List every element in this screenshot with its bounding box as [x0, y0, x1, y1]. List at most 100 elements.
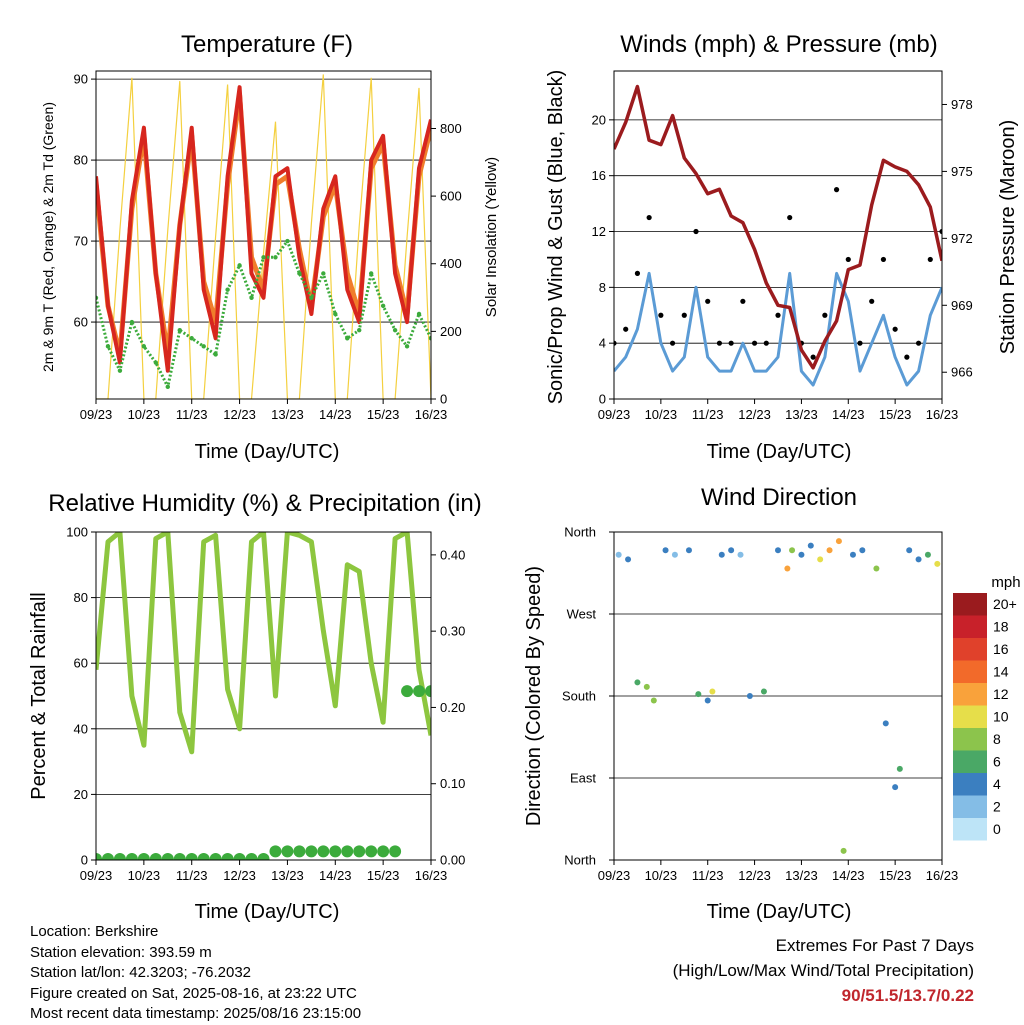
direction-point [634, 679, 641, 686]
humidity-ytick-label: 100 [66, 525, 88, 540]
humidity-xlabel: Time (Day/UTC) [195, 901, 340, 923]
wind-gust-point [716, 340, 723, 346]
temperature-ytick2-label: 0 [440, 392, 447, 407]
temperature-ytick2-label: 200 [440, 324, 462, 339]
speed-legend-label: 0 [993, 821, 1001, 837]
humidity-ytick-label: 80 [74, 590, 88, 605]
speed-legend-swatch [953, 750, 987, 773]
winds-series [614, 84, 942, 387]
humidity-ytick-label: 20 [74, 787, 88, 802]
winds-yticks-left: 0 4 8 12 16 20 [592, 112, 614, 407]
direction-point [709, 688, 716, 695]
dewpoint-2m-line [96, 239, 431, 389]
extremes-subheading: (High/Low/Max Wind/Total Precipitation) [672, 961, 974, 980]
winds-xticks: 09/23 10/23 11/23 12/23 13/23 14/23 15/23 16/23 [598, 399, 959, 422]
direction-ytick-label: North [564, 853, 596, 868]
rainfall-point [149, 853, 162, 860]
winds-ytick-label: 0 [599, 392, 606, 407]
rainfall-point [113, 853, 126, 860]
direction-point [915, 556, 922, 563]
direction-point [840, 847, 847, 854]
wind-gust-point [880, 256, 887, 263]
winds-xtick-label: 16/23 [926, 407, 959, 422]
dewpoint-point [177, 327, 182, 333]
temperature-series [96, 74, 431, 399]
temperature-xtick-label: 09/23 [80, 407, 113, 422]
speed-legend-swatch [953, 773, 987, 796]
rainfall-point [293, 845, 306, 858]
recent-timestamp: Most recent data timestamp: 2025/08/16 2… [30, 1005, 362, 1022]
temperature-ylabel-left: 2m & 9m T (Red, Orange) & 2m Td (Green) [40, 102, 56, 372]
direction-point [835, 538, 842, 545]
winds-xlabel: Time (Day/UTC) [707, 441, 852, 463]
wind-gust-point [810, 354, 816, 360]
direction-point [643, 683, 650, 690]
direction-point [906, 547, 913, 554]
winds-ytick2-label: 975 [951, 164, 973, 179]
temperature-ytick2-label: 400 [440, 256, 462, 271]
speed-legend-swatch [953, 795, 987, 818]
rainfall-point [209, 853, 222, 860]
dewpoint-point [105, 344, 111, 349]
direction-point [859, 547, 866, 554]
wind-gust-point [669, 340, 676, 346]
temperature-xtick-label: 11/23 [176, 407, 208, 422]
direction-xtick-label: 12/23 [738, 868, 771, 883]
direction-point [615, 551, 622, 558]
wind-gust-point [927, 256, 933, 263]
winds-xtick-label: 10/23 [645, 407, 678, 422]
rainfall-point [197, 853, 210, 860]
winds-ytick2-label: 969 [951, 298, 973, 313]
speed-legend-swatch [953, 593, 987, 616]
dewpoint-point [261, 255, 266, 260]
direction-title: Wind Direction [701, 484, 857, 511]
speed-legend-label: 8 [993, 731, 1001, 747]
dewpoint-point [225, 287, 230, 292]
dewpoint-point [321, 271, 326, 276]
wind-gust-point [658, 312, 664, 318]
speed-legend-label: 12 [993, 686, 1009, 702]
wind-gust-point [857, 340, 863, 346]
direction-point [849, 551, 856, 558]
direction-point [817, 556, 824, 563]
direction-panel: Wind Direction North East South West North 0… [523, 484, 1021, 923]
humidity-xtick-label: 16/23 [415, 868, 448, 883]
wind-gust-point [787, 214, 793, 221]
temperature-ytick2-label: 600 [440, 189, 462, 204]
temperature-plot-frame [95, 70, 432, 400]
dewpoint-point [129, 319, 135, 325]
direction-series-clip [615, 538, 941, 854]
humidity-xtick-label: 14/23 [319, 868, 352, 883]
rainfall-point [125, 853, 138, 860]
direction-point [807, 542, 814, 549]
dewpoint-point [201, 344, 206, 349]
dewpoint-point [96, 295, 99, 300]
rainfall-point [425, 685, 431, 698]
wind-gust-point [775, 312, 781, 318]
temperature-xlabel: Time (Day/UTC) [195, 441, 340, 463]
humidity-yticks-left: 0 20 40 60 80 100 [66, 525, 96, 868]
humidity-ylabel-left: Percent & Total Rainfall [28, 592, 50, 800]
temperature-yticks-left: 60 70 80 90 [74, 72, 96, 330]
direction-yticks-left: North East South West North [562, 525, 614, 868]
humidity-series-clip [96, 532, 431, 860]
direction-xtick-label: 13/23 [785, 868, 818, 883]
extremes-heading: Extremes For Past 7 Days [775, 936, 974, 955]
direction-point [798, 551, 805, 558]
winds-ytick2-label: 966 [951, 365, 973, 380]
temperature-2m-line [96, 85, 431, 373]
direction-gridlines [614, 613, 942, 779]
humidity-ytick2-label: 0.20 [440, 700, 465, 715]
station-pressure-line [614, 84, 942, 370]
speed-legend-swatch [953, 818, 987, 841]
humidity-series [96, 532, 431, 860]
speed-legend-label: 6 [993, 754, 1001, 770]
winds-ytick2-label: 978 [951, 97, 973, 112]
winds-yticks-right: 966 969 972 975 978 [942, 97, 973, 380]
humidity-yticks-right: 0.00 0.10 0.20 0.30 0.40 [431, 547, 465, 868]
direction-point [873, 565, 880, 572]
dewpoint-point [249, 295, 254, 300]
dewpoint-point [213, 352, 218, 357]
dewpoint-point [428, 336, 431, 341]
